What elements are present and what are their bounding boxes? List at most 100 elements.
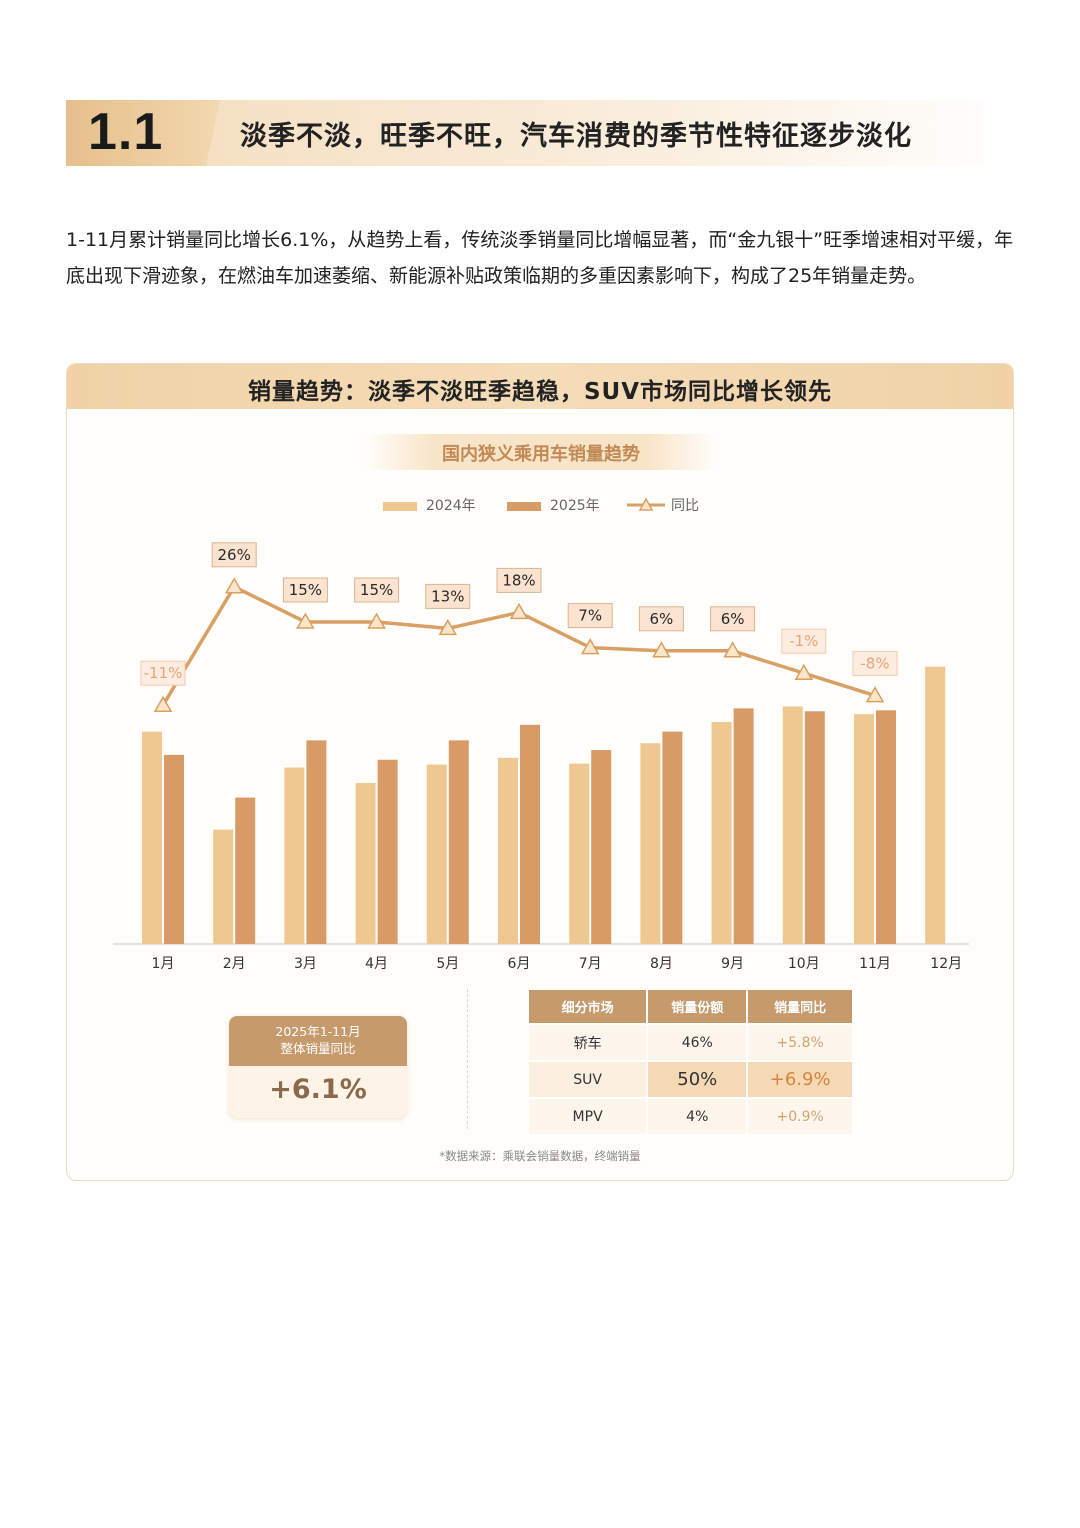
summary-kpi-label: 2025年1-11月 整体销量同比 [275,1024,361,1056]
card-title: 销量趋势：淡季不淡旺季趋稳，SUV市场同比增长领先 [247,379,833,405]
bar-2025-10 [804,711,825,944]
section-title-band [206,100,1016,166]
bar-2024-8 [640,743,661,944]
segment-name: 轿车 [529,1023,649,1061]
yoy-point-9 [723,641,742,658]
yoy-data-label: 15% [360,581,393,599]
bar-2025-11 [876,710,896,944]
bar-2024-11 [854,714,874,944]
bar-2025-2 [235,797,256,944]
yoy-label-box [354,577,400,603]
yoy-label-box [140,660,186,686]
segment-table: 细分市场 销量份额 销量同比 轿车 46% +5.8% SUV 50% +6.9… [529,990,854,1134]
bar-2025-6 [520,724,540,944]
legend-label-2024: 2024年 [426,498,476,514]
yoy-label-box [567,603,613,629]
x-tick-label: 9月 [721,956,744,972]
segment-yoy: +0.9% [747,1097,854,1134]
yoy-label-box [638,606,684,632]
x-tick-label: 8月 [650,956,673,972]
yoy-point-6 [509,602,529,620]
yoy-point-7 [580,638,600,655]
yoy-label-box [710,606,756,632]
x-tick-label: 5月 [436,956,459,972]
segment-share: 4% [647,1097,749,1134]
bar-2025-5 [448,740,469,944]
x-tick-label: 6月 [508,956,531,972]
section-number: 1.1 [88,103,164,161]
table-row: MPV 4% +0.9% [529,1097,854,1134]
summary-kpi: 2025年1-11月 整体销量同比 +6.1% [229,1016,407,1118]
segment-header-share: 销量份额 [647,990,749,1024]
x-tick-label: 10月 [788,956,820,972]
bar-2024-9 [711,721,732,944]
yoy-label-box [425,583,471,609]
bar-2024-6 [498,757,518,944]
x-tick-label: 2月 [223,956,246,972]
yoy-data-label: 6% [650,610,674,628]
segment-share: 50% [647,1060,749,1098]
bar-2025-7 [591,750,612,944]
yoy-data-label: 15% [289,581,322,599]
summary-kpi-value: +6.1% [269,1074,367,1105]
bar-2024-3 [284,767,305,944]
yoy-point-2 [224,577,244,594]
yoy-data-label: 7% [578,607,602,625]
segment-yoy: +5.8% [747,1023,854,1061]
legend-label-2025: 2025年 [550,498,600,514]
bar-2025-3 [306,740,327,944]
yoy-data-label: 18% [502,571,535,589]
segment-table-header: 细分市场 销量份额 销量同比 [529,990,854,1024]
bar-2024-7 [569,763,590,944]
bar-2025-8 [662,731,683,944]
table-row: SUV 50% +6.9% [529,1060,854,1098]
card-header [67,364,1013,409]
yoy-label-box [211,542,257,568]
yoy-data-label: -8% [860,655,889,673]
segment-share: 46% [647,1023,749,1061]
yoy-data-label: 26% [218,546,251,564]
section-title: 淡季不淡，旺季不旺，汽车消费的季节性特征逐步淡化 [240,121,912,152]
yoy-point-8 [652,641,671,658]
segment-header-yoy: 销量同比 [747,990,854,1024]
x-tick-label: 11月 [859,956,891,972]
legend-line-triangle-icon [627,497,665,511]
segment-name: SUV [529,1060,649,1098]
yoy-data-label: -1% [789,632,818,650]
section-header: 1.1 淡季不淡，旺季不旺，汽车消费的季节性特征逐步淡化 [66,100,1016,166]
bar-2024-1 [142,731,162,944]
x-tick-label: 1月 [152,956,175,972]
data-source-note: *数据来源：乘联会销量数据，终端销量 [439,1149,641,1163]
yoy-point-4 [367,612,386,629]
yoy-point-11 [865,686,885,703]
bar-2024-5 [426,764,447,944]
yoy-label-box [852,651,898,677]
chart-title-background [365,434,717,470]
bar-2025-9 [733,708,754,944]
summary-kpi-header [229,1016,407,1066]
yoy-data-label: 13% [431,587,464,605]
yoy-point-3 [296,612,315,629]
legend-label-yoy: 同比 [671,498,699,514]
yoy-label-box [496,567,542,593]
yoy-label-box [282,577,328,603]
x-tick-label: 4月 [365,956,388,972]
yoy-data-label: 6% [721,610,745,628]
legend-swatch-2024 [383,502,417,511]
x-tick-label: 3月 [294,956,317,972]
sales-chart: 1月 2月 3月 4月 5月 6月 7月 8月 9月 10月 11月 12月 -11% 26% 15% 15%… [113,542,969,972]
x-tick-label: 7月 [579,956,602,972]
section-number-box [66,100,206,166]
bottom-divider [467,989,468,1129]
segment-header-market: 细分市场 [529,990,649,1024]
bar-2024-10 [782,706,803,944]
legend-swatch-2025 [507,502,541,511]
table-row: 轿车 46% +5.8% [529,1023,854,1061]
yoy-data-label: -11% [144,664,183,682]
bar-2025-1 [164,754,184,944]
bar-2025-4 [377,759,398,944]
yoy-label-box [781,628,827,654]
intro-paragraph: 1-11月累计销量同比增长6.1%，从趋势上看，传统淡季销量同比增幅显著，而“金… [66,229,1014,287]
yoy-point-10 [794,663,814,680]
bar-2024-2 [213,829,234,944]
